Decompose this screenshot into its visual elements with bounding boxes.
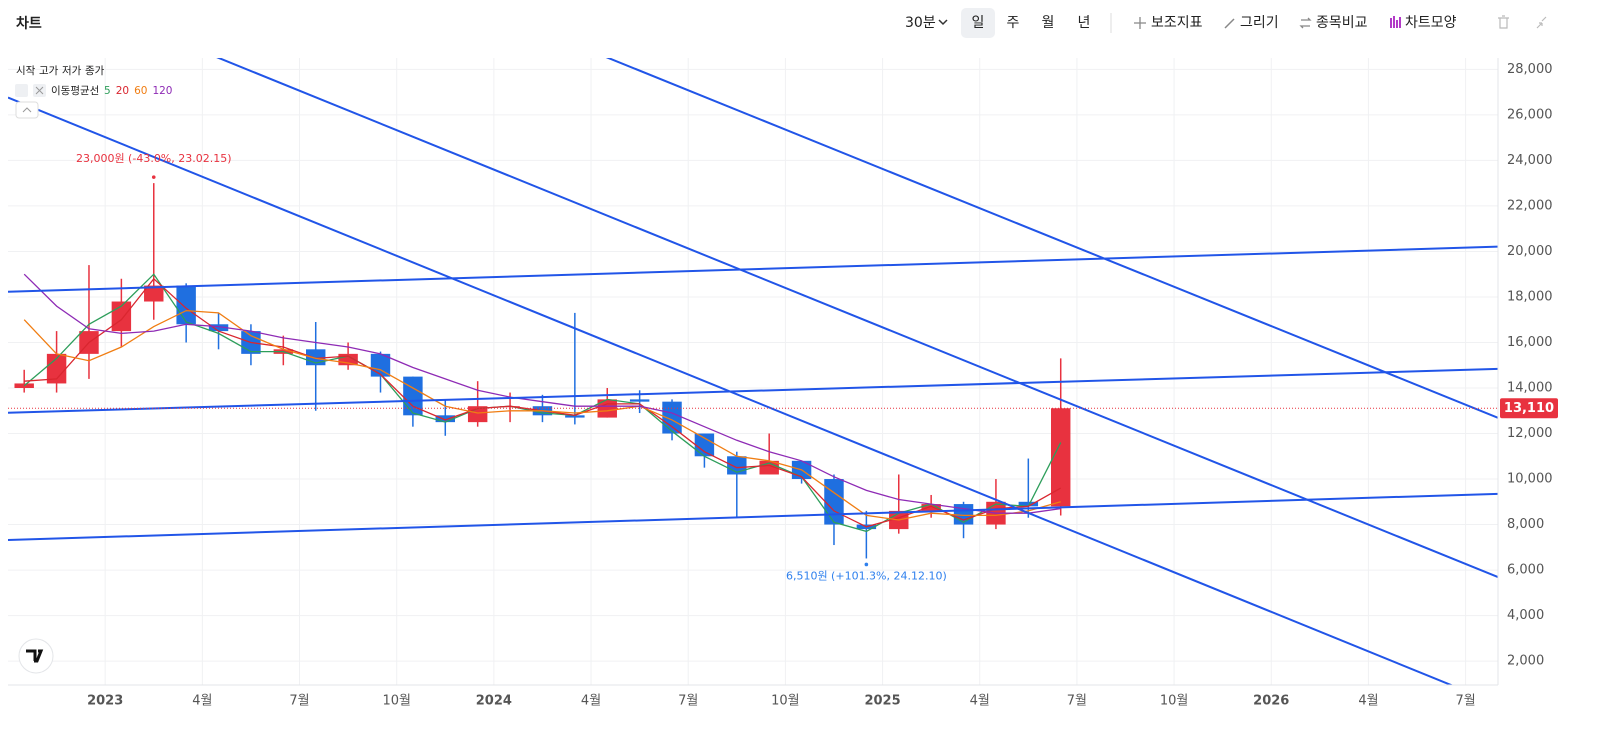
y-tick-label: 16,000 (1507, 335, 1553, 350)
tool-button[interactable]: 종목비교 (1316, 15, 1368, 31)
trend-line (8, 492, 1498, 542)
y-tick-label: 14,000 (1507, 381, 1553, 396)
caret-icon (22, 107, 32, 113)
trend-line (216, 58, 1498, 579)
x-tick-label: 2024 (476, 694, 512, 709)
x-tick-label: 2026 (1253, 694, 1289, 709)
legend-entry: 120 (152, 85, 172, 97)
period-button[interactable]: 월 (1042, 15, 1055, 31)
x-tick-label: 10월 (382, 694, 411, 709)
x-tick-label: 2025 (864, 694, 900, 709)
x-tick-label: 7월 (678, 694, 698, 709)
trend-line (8, 96, 1454, 685)
annotation-marker (864, 562, 869, 567)
annotation-marker (151, 175, 156, 179)
x-tick-label: 4월 (192, 694, 212, 709)
candle-body (14, 383, 34, 388)
candle-body (694, 433, 715, 457)
annotation-label: 6,510원 (+101.3%, 24.12.10) (786, 569, 947, 582)
trend-line (8, 245, 1498, 293)
x-tick-label: 7월 (289, 694, 309, 709)
y-tick-label: 6,000 (1507, 563, 1544, 578)
draw-icon (1224, 18, 1235, 29)
trend-line (8, 367, 1498, 414)
grid (8, 58, 1498, 685)
y-tick-label: 20,000 (1507, 244, 1553, 259)
candle-body (1051, 408, 1071, 507)
annotation-label: 23,000원 (-43.0%, 23.02.15) (76, 152, 232, 165)
period-button[interactable]: 년 (1078, 15, 1091, 31)
trend-line (605, 58, 1498, 419)
y-tick-label: 28,000 (1507, 62, 1553, 77)
ohlc-label: 고가 (39, 65, 59, 77)
candle-body (403, 376, 423, 416)
tool-button[interactable]: 보조지표 (1151, 15, 1203, 31)
indicator-name: 이동평균선 (51, 85, 99, 97)
x-tick-label: 10월 (771, 694, 800, 709)
period-button[interactable]: 주 (1007, 15, 1020, 31)
hide-indicator-button[interactable] (15, 84, 28, 97)
compare-icon (1299, 17, 1312, 29)
chart-style-icon (1390, 16, 1401, 28)
legend-entry: 60 (134, 85, 147, 97)
y-tick-label: 24,000 (1507, 153, 1553, 168)
legend-entry: 20 (116, 85, 129, 97)
y-tick-label: 2,000 (1507, 654, 1544, 669)
y-tick-label: 12,000 (1507, 426, 1553, 441)
candle-body (144, 285, 164, 302)
x-tick-label: 4월 (1358, 694, 1378, 709)
y-tick-label: 22,000 (1507, 198, 1553, 213)
candle-body (208, 324, 229, 332)
x-tick-label: 7월 (1455, 694, 1475, 709)
x-tick-label: 10월 (1160, 694, 1189, 709)
close-icon (35, 86, 44, 95)
collapse-icon[interactable] (1536, 16, 1547, 29)
collapse-legend-button[interactable] (15, 101, 39, 119)
candle-body (824, 479, 844, 525)
selected-period-bg (961, 8, 995, 38)
last-price-box (1500, 398, 1558, 419)
candle-body (46, 353, 67, 384)
moving-average-line (23, 309, 1061, 521)
candle-body (435, 415, 455, 423)
candle-body (921, 504, 941, 511)
last-price-label: 13,110 (1504, 401, 1554, 416)
legend: 시작 고가 저가 종가 이동평균선 5 20 60 120 (15, 65, 172, 119)
interval-select[interactable]: 30분 (905, 15, 936, 31)
ohlc-label: 저가 (62, 65, 82, 77)
x-tick-label: 2023 (87, 694, 123, 709)
ohlc-label: 시작 (16, 65, 36, 77)
y-tick-label: 18,000 (1507, 289, 1553, 304)
period-button[interactable]: 일 (972, 15, 985, 31)
page-title: 차트 (16, 16, 42, 32)
y-tick-label: 8,000 (1507, 517, 1544, 532)
axes: 2,000 4,000 6,000 8,000 10,000 12,000 14,000 16… (76, 62, 1558, 709)
tool-button[interactable]: 그리기 (1240, 15, 1279, 31)
candle-body (176, 285, 196, 325)
y-tick-label: 26,000 (1507, 107, 1553, 122)
delete-icon[interactable] (1498, 15, 1509, 29)
candle-body (629, 399, 650, 402)
x-tick-label: 4월 (581, 694, 601, 709)
x-tick-label: 7월 (1067, 694, 1087, 709)
legend-entry: 5 (104, 85, 111, 97)
candle-body (662, 401, 682, 434)
moving-average-line (23, 273, 1062, 533)
y-tick-label: 4,000 (1507, 608, 1544, 623)
plus-icon (1134, 17, 1146, 29)
candle-body (338, 353, 358, 366)
y-tick-label: 10,000 (1507, 472, 1553, 487)
plot-area (8, 58, 1498, 685)
tv-logo-mark (26, 649, 44, 663)
ohlc-label: 종가 (85, 65, 105, 77)
x-tick-label: 4월 (970, 694, 990, 709)
candle-body (565, 415, 585, 418)
candle-body (1018, 501, 1039, 507)
tool-button[interactable]: 차트모양 (1405, 15, 1457, 31)
moving-average-line (23, 273, 1061, 514)
chevron-icon (938, 19, 948, 26)
